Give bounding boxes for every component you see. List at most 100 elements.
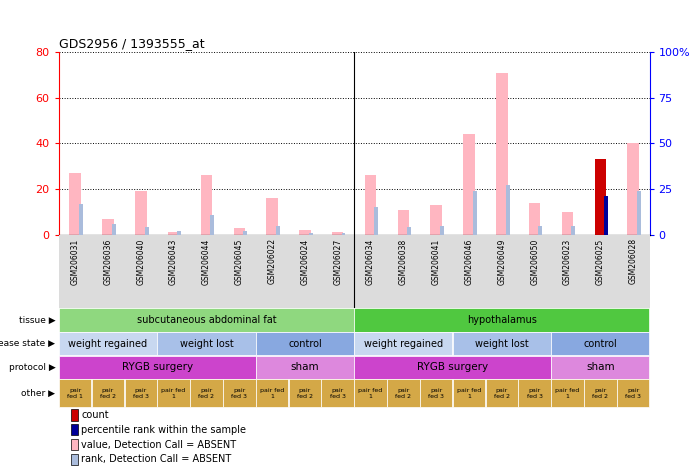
Bar (551, 379, 584, 408)
Bar (190, 379, 223, 408)
Bar (617, 379, 650, 408)
Text: control: control (288, 338, 322, 349)
Text: weight lost: weight lost (475, 338, 529, 349)
Text: GSM206045: GSM206045 (235, 238, 244, 285)
Bar (354, 332, 453, 356)
Bar (289, 379, 321, 408)
Bar (365, 175, 377, 235)
Bar (102, 219, 114, 235)
Text: weight lost: weight lost (180, 338, 234, 349)
Bar (506, 185, 509, 235)
Bar (70, 410, 77, 420)
Text: pair fed
1: pair fed 1 (260, 388, 284, 399)
Text: weight regained: weight regained (68, 338, 148, 349)
Text: pair
fed 1: pair fed 1 (67, 388, 83, 399)
Text: GSM206038: GSM206038 (399, 238, 408, 284)
Bar (518, 379, 551, 408)
Bar (70, 424, 77, 435)
Text: pair
fed 2: pair fed 2 (297, 388, 313, 399)
Text: pair
fed 2: pair fed 2 (494, 388, 510, 399)
Bar (627, 143, 639, 235)
Text: GSM206046: GSM206046 (464, 238, 473, 285)
Bar (59, 332, 157, 356)
Bar (158, 379, 190, 408)
Text: weight regained: weight regained (363, 338, 443, 349)
Bar (92, 379, 124, 408)
Bar (70, 439, 77, 450)
Text: GSM206043: GSM206043 (169, 238, 178, 285)
Text: sham: sham (586, 362, 614, 373)
Text: pair
fed 3: pair fed 3 (625, 388, 641, 399)
Bar (529, 203, 540, 235)
Bar (407, 228, 411, 235)
Text: pair fed
1: pair fed 1 (359, 388, 383, 399)
Text: GSM206031: GSM206031 (70, 238, 79, 284)
Text: GSM206027: GSM206027 (333, 238, 342, 284)
Bar (59, 308, 354, 332)
Bar (79, 204, 83, 235)
Bar (387, 379, 419, 408)
Bar (243, 231, 247, 235)
Bar (354, 379, 387, 408)
Text: GSM206025: GSM206025 (596, 238, 605, 284)
Text: GSM206034: GSM206034 (366, 238, 375, 285)
Text: value, Detection Call = ABSENT: value, Detection Call = ABSENT (81, 439, 236, 450)
Text: protocol ▶: protocol ▶ (8, 363, 55, 372)
Text: subcutaneous abdominal fat: subcutaneous abdominal fat (137, 315, 276, 325)
Text: percentile rank within the sample: percentile rank within the sample (81, 425, 246, 435)
Bar (420, 379, 453, 408)
Bar (266, 198, 278, 235)
Bar (604, 196, 608, 235)
Text: GSM206044: GSM206044 (202, 238, 211, 285)
Bar (453, 379, 485, 408)
Text: GSM206024: GSM206024 (301, 238, 310, 284)
Bar (551, 332, 650, 356)
Bar (551, 356, 650, 379)
Bar (135, 191, 146, 235)
Bar (453, 332, 551, 356)
Text: pair fed
1: pair fed 1 (556, 388, 580, 399)
Text: pair
fed 2: pair fed 2 (198, 388, 214, 399)
Bar (538, 226, 542, 235)
Text: GSM206040: GSM206040 (136, 238, 145, 285)
Bar (637, 191, 641, 235)
Bar (234, 228, 245, 235)
Bar (584, 379, 616, 408)
Text: sham: sham (291, 362, 319, 373)
Text: GSM206023: GSM206023 (563, 238, 572, 284)
Bar (299, 230, 311, 235)
Text: rank, Detection Call = ABSENT: rank, Detection Call = ABSENT (81, 455, 231, 465)
Bar (256, 379, 288, 408)
Text: pair
fed 2: pair fed 2 (592, 388, 608, 399)
Bar (223, 379, 256, 408)
Text: pair
fed 3: pair fed 3 (330, 388, 346, 399)
Text: pair
fed 2: pair fed 2 (100, 388, 116, 399)
Bar (604, 196, 608, 235)
Bar (321, 379, 354, 408)
Bar (168, 232, 180, 235)
Text: pair fed
1: pair fed 1 (162, 388, 186, 399)
Bar (440, 226, 444, 235)
Bar (59, 379, 91, 408)
Text: GSM206022: GSM206022 (267, 238, 276, 284)
Bar (571, 226, 575, 235)
Bar (112, 224, 115, 235)
Bar (144, 228, 149, 235)
Bar (69, 173, 81, 235)
Text: hypothalamus: hypothalamus (467, 315, 537, 325)
Text: GDS2956 / 1393555_at: GDS2956 / 1393555_at (59, 37, 205, 50)
Bar (309, 233, 312, 235)
Text: pair fed
1: pair fed 1 (457, 388, 481, 399)
Text: RYGB surgery: RYGB surgery (122, 362, 193, 373)
Text: disease state ▶: disease state ▶ (0, 339, 55, 348)
Text: GSM206041: GSM206041 (432, 238, 441, 284)
Bar (430, 205, 442, 235)
Text: pair
fed 3: pair fed 3 (231, 388, 247, 399)
Bar (256, 332, 354, 356)
Text: GSM206049: GSM206049 (498, 238, 507, 285)
Bar (496, 73, 508, 235)
Bar (397, 210, 409, 235)
Bar (594, 159, 606, 235)
Bar (158, 332, 256, 356)
Bar (178, 231, 181, 235)
